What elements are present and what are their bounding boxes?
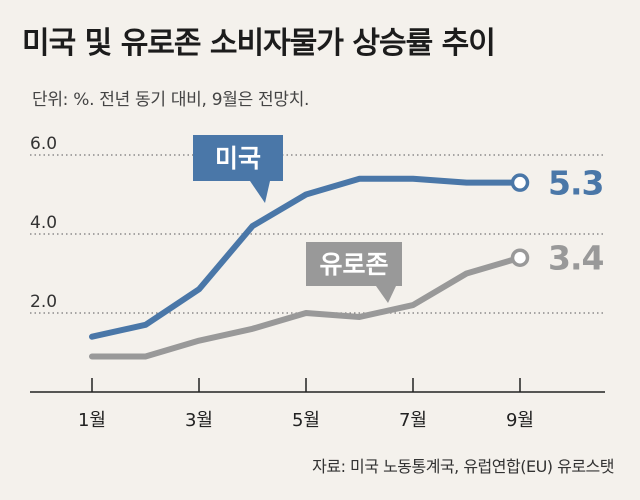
callout-box [306, 242, 402, 286]
callout-box [193, 135, 283, 181]
x-tick-label: 9월 [506, 410, 534, 431]
end-point-marker [510, 173, 530, 192]
chart-title: 미국 및 유로존 소비자물가 상승률 추이 [22, 26, 496, 61]
end-point-marker [510, 248, 530, 267]
callout-pointer [376, 286, 396, 303]
callout-pointer [250, 181, 270, 203]
x-tick-label: 5월 [292, 410, 320, 431]
y-tick-label: 2.0 [30, 292, 57, 312]
x-tick-label: 1월 [78, 410, 106, 431]
source-note: 자료: 미국 노동통계국, 유럽연합(EU) 유로스탯 [312, 457, 614, 476]
y-tick-label: 6.0 [30, 134, 57, 154]
y-tick-label: 4.0 [30, 213, 57, 233]
series-callout: 유로존 [306, 242, 402, 303]
x-axis: 1월 3월 5월 7월 9월 [30, 378, 605, 431]
grid-lines: 2.0 4.0 6.0 [30, 134, 605, 314]
series-lines [89, 175, 523, 360]
series-line-eu [89, 254, 523, 360]
series-line-us [89, 175, 523, 340]
x-tick-label: 3월 [185, 410, 213, 431]
series-name-label: 미국 [215, 144, 261, 173]
chart-subtitle: 단위: %. 전년 동기 대비, 9월은 전망치. [32, 90, 310, 110]
series-callout: 미국 [193, 135, 283, 203]
end-value-label: 3.4 [548, 239, 603, 278]
series-name-label: 유로존 [319, 250, 388, 279]
x-tick-label: 7월 [399, 410, 427, 431]
end-value-label: 5.3 [548, 164, 603, 203]
